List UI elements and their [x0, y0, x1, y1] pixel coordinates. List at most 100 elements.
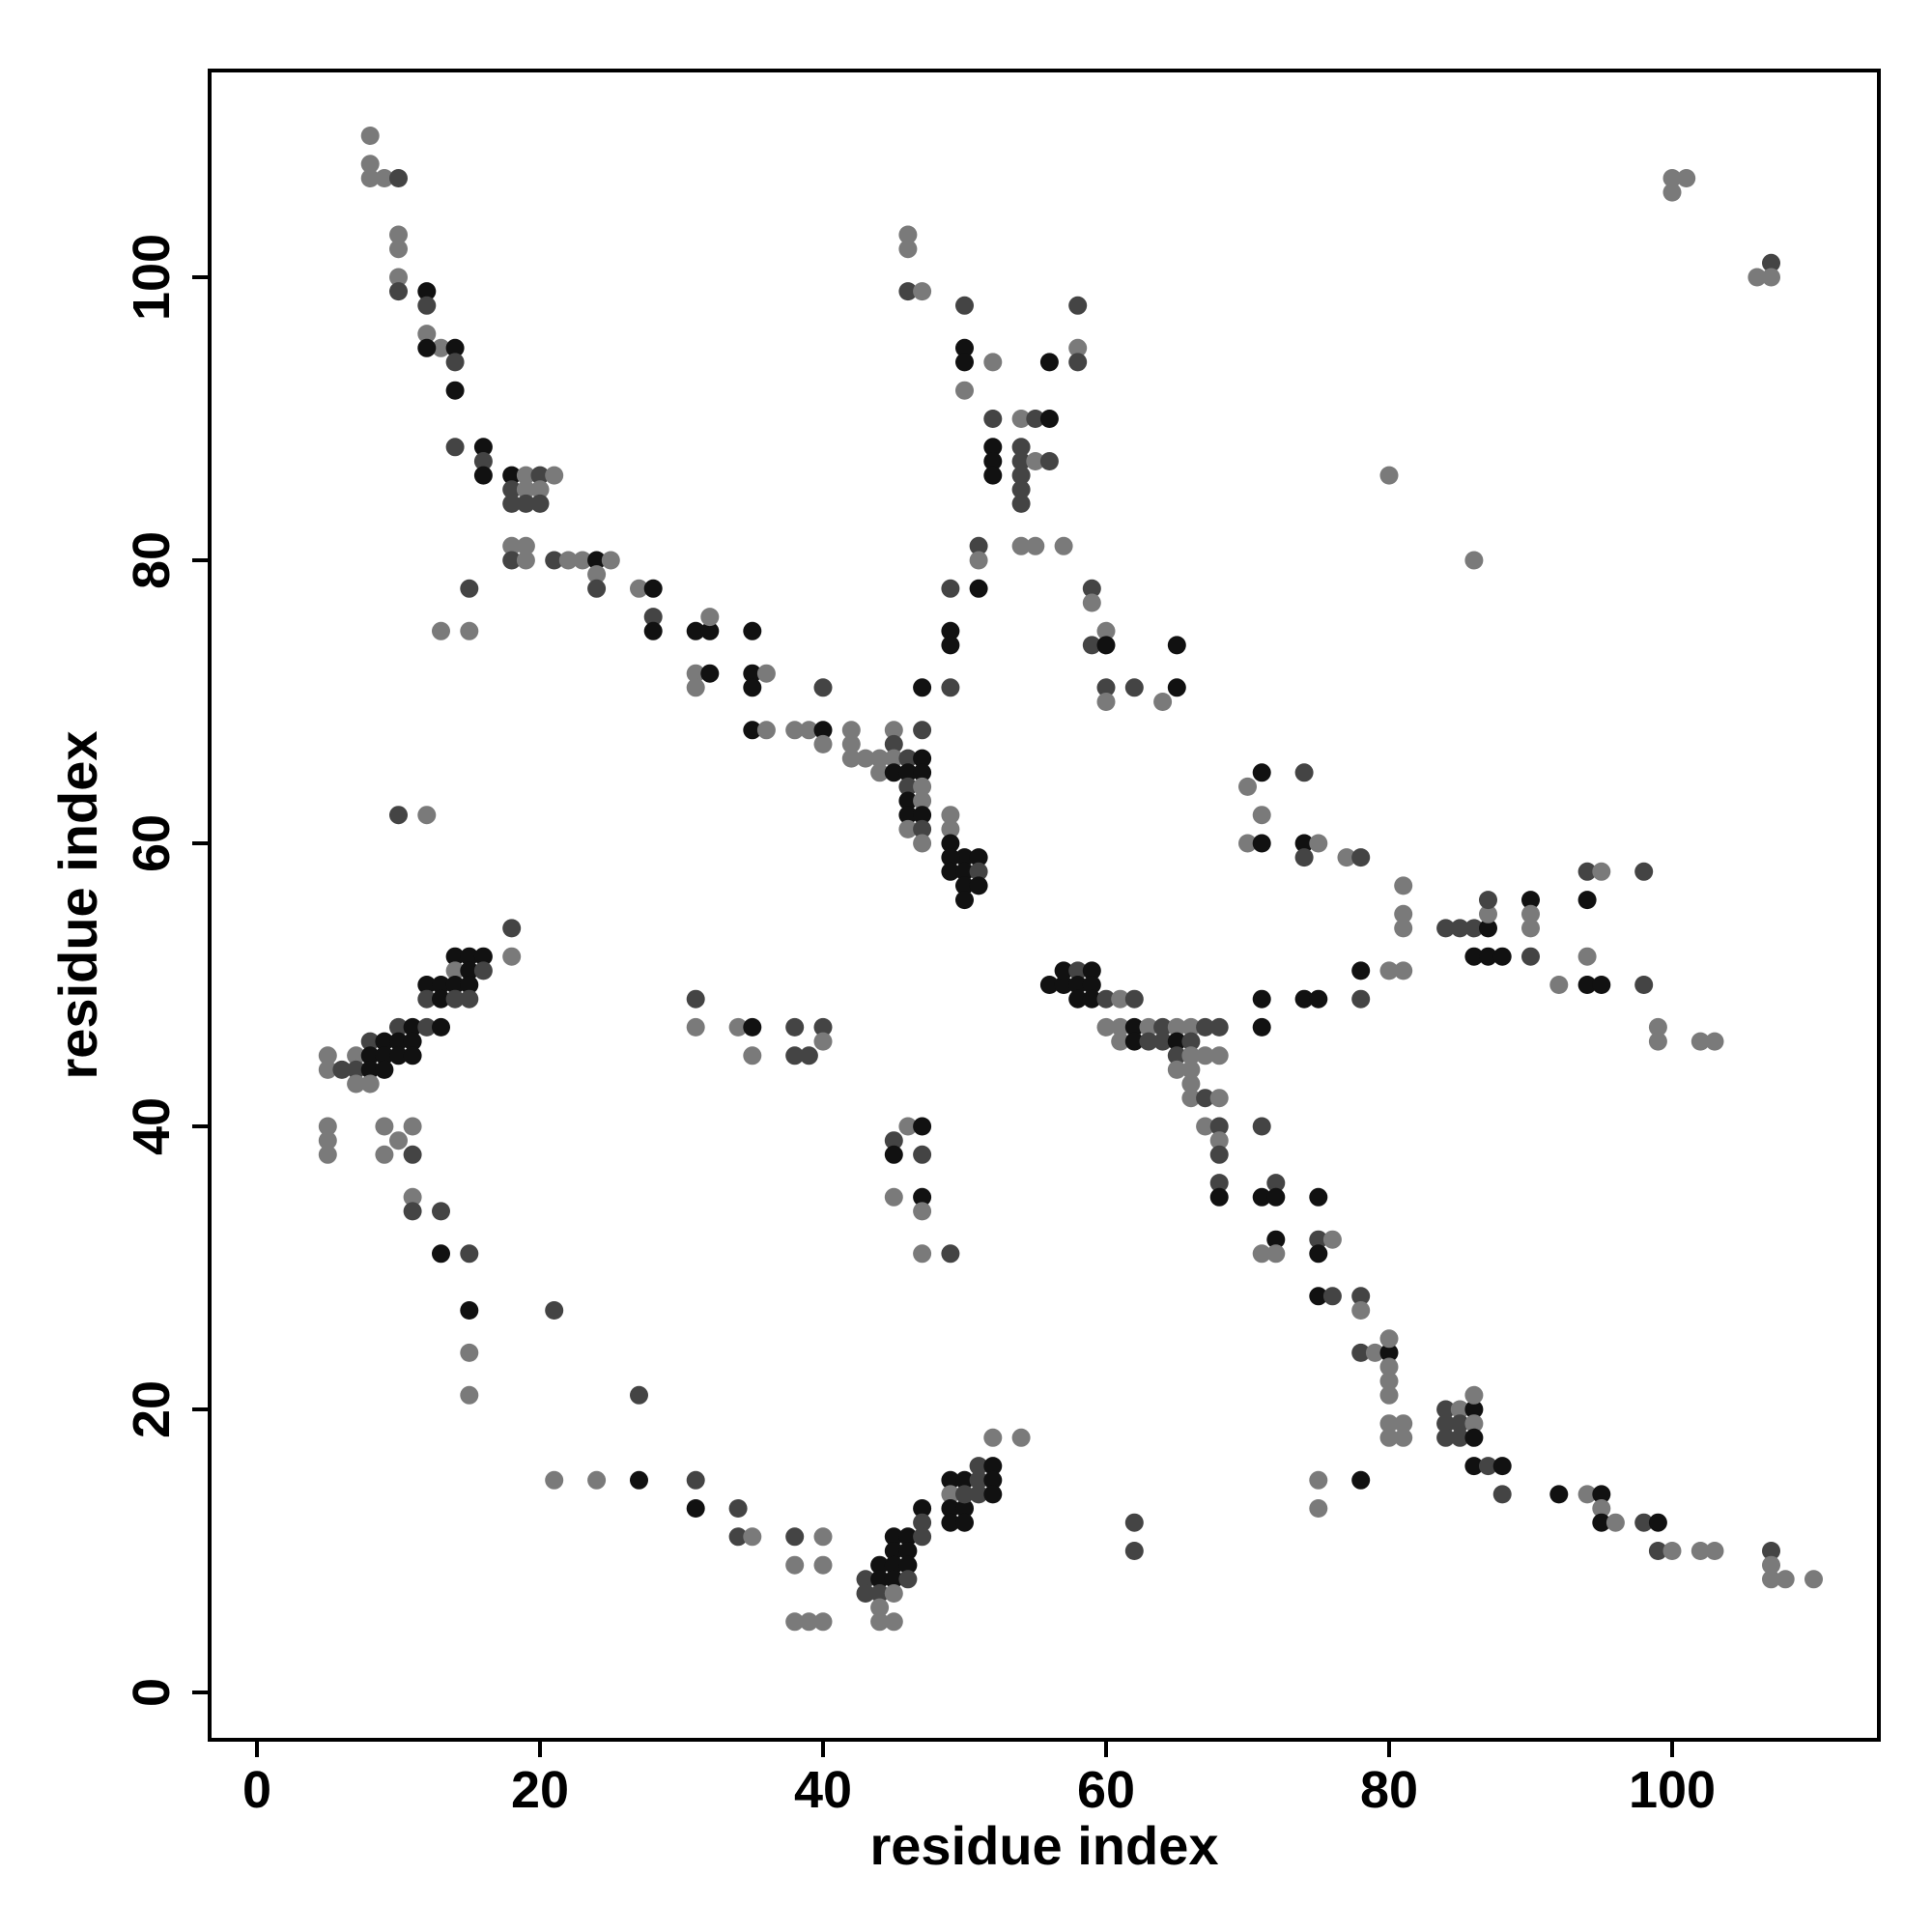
contact-point — [432, 1017, 450, 1037]
contact-point — [318, 1060, 337, 1079]
contact-point — [417, 296, 437, 315]
contact-point — [1096, 1017, 1116, 1037]
contact-point — [1238, 777, 1257, 796]
x-tick-label: 80 — [1360, 1761, 1418, 1819]
contact-point — [785, 721, 805, 740]
x-tick-label: 0 — [242, 1761, 271, 1819]
plot-frame — [208, 69, 1881, 1742]
contact-point — [813, 1555, 833, 1575]
contact-point — [1111, 989, 1130, 1009]
contact-point — [870, 1598, 890, 1617]
contact-point — [375, 1117, 394, 1136]
contact-point — [686, 664, 705, 683]
contact-point — [318, 1117, 337, 1136]
contact-point — [969, 862, 988, 881]
contact-point — [941, 848, 960, 867]
contact-point — [913, 791, 932, 810]
contact-point — [969, 551, 988, 570]
contact-point — [1492, 1457, 1512, 1476]
contact-point — [1394, 919, 1413, 938]
contact-point — [445, 338, 465, 357]
contact-point — [969, 1457, 988, 1476]
contact-point — [743, 621, 762, 640]
contact-point — [955, 848, 974, 867]
contact-point — [1011, 494, 1031, 513]
contact-point — [870, 1584, 890, 1603]
contact-point — [955, 1485, 974, 1504]
contact-point — [1705, 1032, 1724, 1051]
contact-point — [913, 1187, 932, 1207]
contact-point — [1577, 976, 1597, 994]
contact-point — [403, 1187, 422, 1207]
contact-point — [432, 338, 450, 357]
contact-point — [1026, 452, 1045, 470]
contact-point — [728, 1499, 748, 1518]
contact-point — [389, 1131, 408, 1151]
contact-point — [743, 664, 762, 683]
contact-point — [1634, 862, 1654, 881]
contact-point — [1549, 976, 1569, 994]
contact-point — [983, 438, 1003, 457]
contact-point — [1394, 1414, 1413, 1434]
contact-point — [969, 1485, 988, 1504]
contact-point — [983, 452, 1003, 470]
contact-point — [545, 551, 564, 570]
contact-point — [1124, 1513, 1144, 1532]
contact-point — [375, 1046, 394, 1065]
contact-point — [445, 438, 465, 457]
contact-point — [1082, 579, 1101, 598]
contact-point — [983, 353, 1003, 372]
contact-point — [898, 240, 918, 259]
contact-point — [884, 1527, 903, 1547]
x-tick-label: 40 — [794, 1761, 852, 1819]
contact-point — [1153, 1032, 1173, 1051]
contact-point — [686, 678, 705, 697]
contact-point — [898, 1527, 918, 1547]
contact-point — [1747, 268, 1767, 287]
contact-point — [913, 282, 932, 301]
contact-point — [1309, 834, 1328, 853]
contact-point — [473, 466, 493, 485]
y-axis: 0 20 40 60 80 100 — [123, 234, 210, 1707]
contact-point — [1309, 1187, 1328, 1207]
contact-point — [530, 466, 550, 485]
contact-point — [884, 749, 903, 768]
contact-point — [841, 721, 861, 740]
contact-point — [417, 806, 437, 825]
contact-point — [1238, 834, 1257, 853]
data-points — [318, 127, 1823, 1632]
contact-point — [898, 806, 918, 825]
contact-point — [545, 1301, 564, 1320]
contact-point — [1648, 1017, 1667, 1037]
contact-point — [686, 1499, 705, 1518]
y-tick-label: 80 — [123, 531, 181, 589]
contact-point — [360, 1074, 380, 1094]
contact-point — [1124, 678, 1144, 697]
contact-point — [785, 1046, 805, 1065]
contact-point — [941, 819, 960, 838]
contact-point — [913, 1499, 932, 1518]
contact-point — [473, 961, 493, 980]
contact-point — [1039, 410, 1059, 428]
contact-point — [799, 1046, 818, 1065]
contact-point — [913, 819, 932, 838]
contact-point — [530, 480, 550, 499]
contact-point — [955, 1470, 974, 1490]
contact-point — [1464, 1457, 1484, 1476]
contact-point — [1479, 904, 1497, 923]
contact-point — [473, 438, 493, 457]
contact-point — [1351, 1301, 1371, 1320]
contact-point — [969, 876, 988, 895]
contact-point — [913, 1145, 932, 1164]
contact-point — [375, 169, 394, 187]
contact-point — [1181, 1060, 1201, 1079]
x-axis: 0 20 40 60 80 100 — [242, 1740, 1716, 1819]
contact-point — [1492, 947, 1512, 966]
contact-point — [1648, 1513, 1667, 1532]
contact-point — [813, 1032, 833, 1051]
contact-point — [898, 777, 918, 796]
contact-point — [516, 551, 535, 570]
contact-point — [1436, 1400, 1456, 1419]
contact-point — [1379, 1428, 1399, 1447]
